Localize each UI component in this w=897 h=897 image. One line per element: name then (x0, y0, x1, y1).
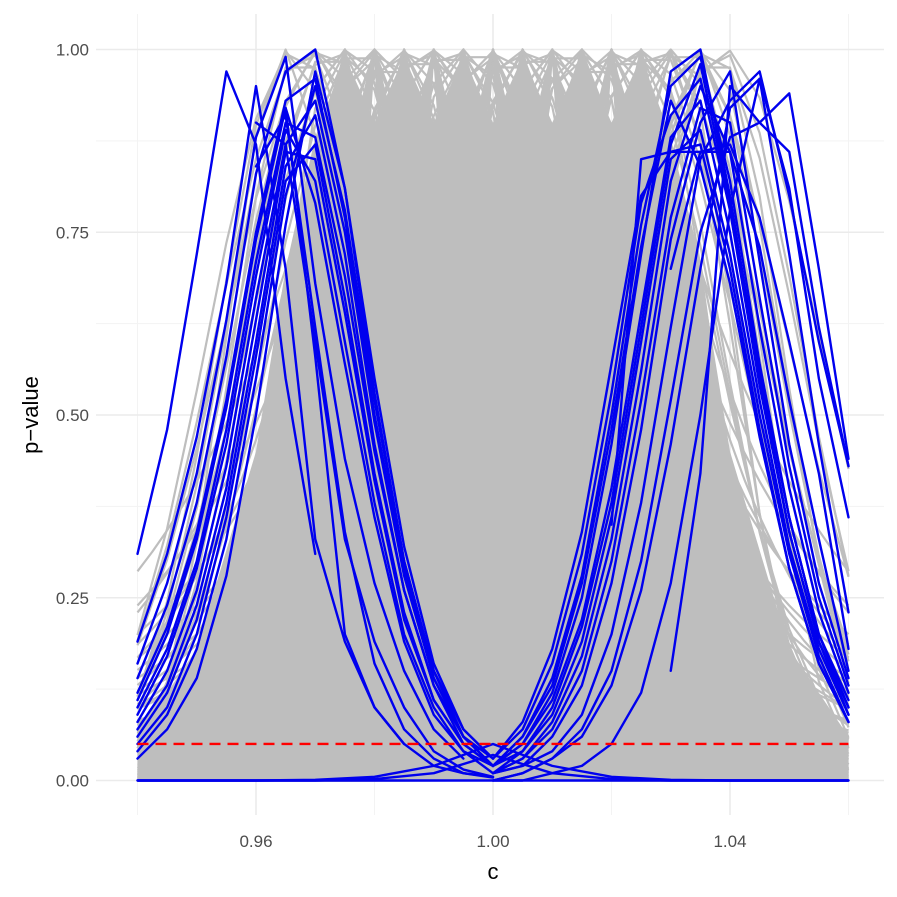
y-tick-label: 0.00 (56, 772, 89, 791)
y-tick-label: 1.00 (56, 41, 89, 60)
y-tick-label: 0.75 (56, 223, 89, 242)
blue-curve (284, 106, 495, 779)
x-axis-title: c (488, 859, 499, 884)
blue-curve (136, 70, 317, 556)
blue-curve (136, 99, 495, 768)
blue-curve (136, 114, 495, 768)
blue-curve (491, 62, 850, 768)
blue-curve (491, 84, 850, 775)
blue-curve (491, 128, 850, 775)
y-tick-label: 0.50 (56, 406, 89, 425)
blue-curves (136, 48, 850, 782)
blue-curve (136, 106, 495, 775)
x-tick-label: 1.00 (476, 832, 509, 851)
y-tick-label: 0.25 (56, 589, 89, 608)
y-tick-labels: 0.00 0.25 0.50 0.75 1.00 (56, 41, 89, 791)
x-tick-label: 1.04 (713, 832, 746, 851)
blue-curve (136, 55, 465, 760)
blue-curve (136, 84, 495, 760)
blue-curve (136, 128, 495, 768)
blue-curve (254, 121, 495, 779)
blue-curve (491, 99, 850, 768)
blue-curve (491, 77, 850, 760)
blue-curve (491, 77, 850, 782)
blue-curve (491, 99, 850, 768)
blue-curve (669, 150, 850, 673)
blue-curve (491, 106, 850, 775)
y-axis-title: p−value (18, 376, 43, 454)
blue-curve (491, 70, 850, 775)
blue-curve (610, 143, 850, 651)
blue-curve (136, 70, 495, 760)
blue-curve (491, 77, 850, 782)
blue-curve (669, 84, 850, 673)
x-tick-labels: 0.96 1.00 1.04 (239, 832, 746, 851)
blue-curve (136, 150, 495, 768)
x-tick-label: 0.96 (239, 832, 272, 851)
